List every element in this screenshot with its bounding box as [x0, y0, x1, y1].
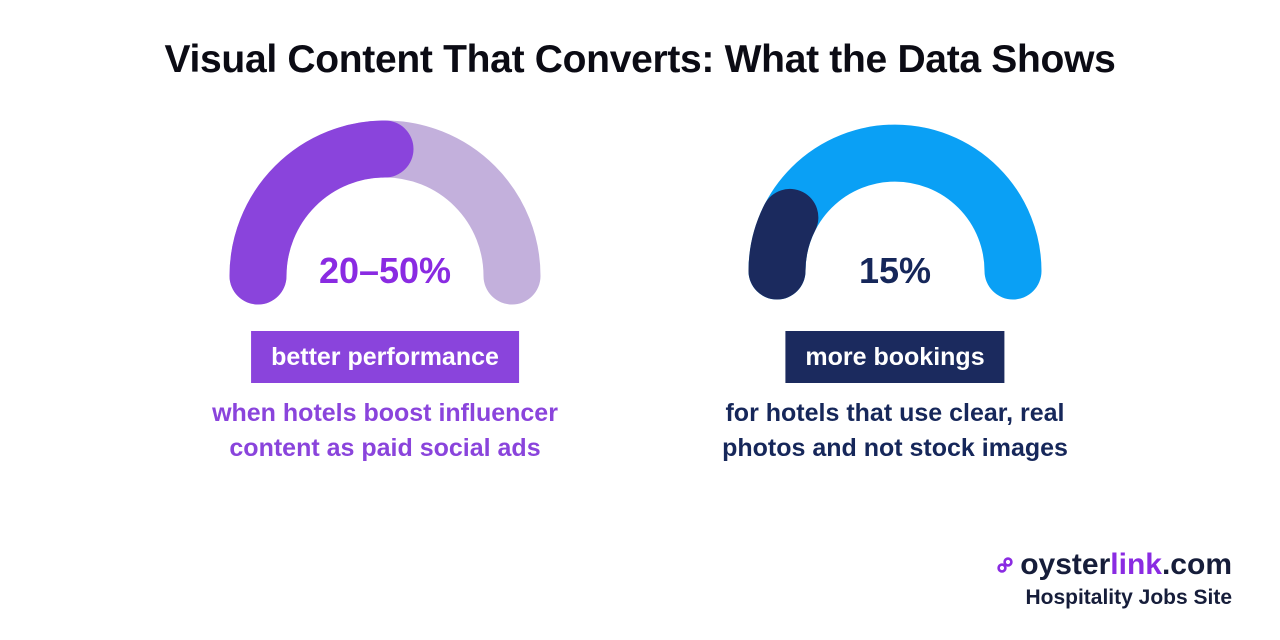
page-title: Visual Content That Converts: What the D… — [164, 38, 1116, 81]
gauge-2-value-label: 15% — [859, 250, 931, 291]
brand-name-prefix: oyster — [1020, 548, 1111, 581]
gauge-2-badge: more bookings — [785, 331, 1005, 383]
gauge-1-fill — [229, 120, 414, 305]
brand-tagline: Hospitality Jobs Site — [1025, 586, 1232, 609]
brand-logo: oyster link .com Hospitality Jobs Site — [996, 548, 1232, 610]
gauge-2-description: for hotels that use clear, real photos a… — [722, 399, 1068, 462]
gauge-1-badge: better performance — [251, 331, 519, 383]
gauge-1-value-label: 20–50% — [319, 250, 451, 291]
brand-name-suffix: .com — [1161, 548, 1232, 581]
gauge-2-fill — [748, 188, 819, 300]
brand-name-accent: link — [1110, 548, 1162, 581]
oyster-link-icon — [997, 557, 1013, 573]
gauge-1-description: when hotels boost influencer content as … — [212, 399, 558, 462]
gauge-2: 15% — [748, 124, 1042, 300]
gauge-1: 20–50% — [229, 120, 541, 305]
